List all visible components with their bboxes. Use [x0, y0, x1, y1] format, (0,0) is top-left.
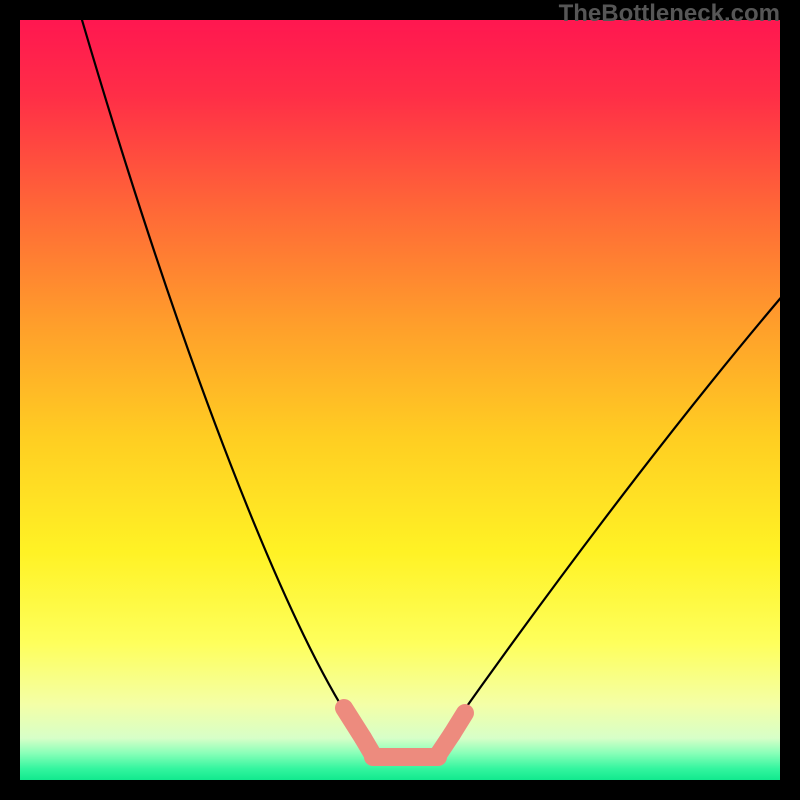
- heat-gradient-background: [20, 20, 780, 780]
- watermark-text: TheBottleneck.com: [559, 0, 780, 28]
- bottleneck-chart: [0, 0, 800, 800]
